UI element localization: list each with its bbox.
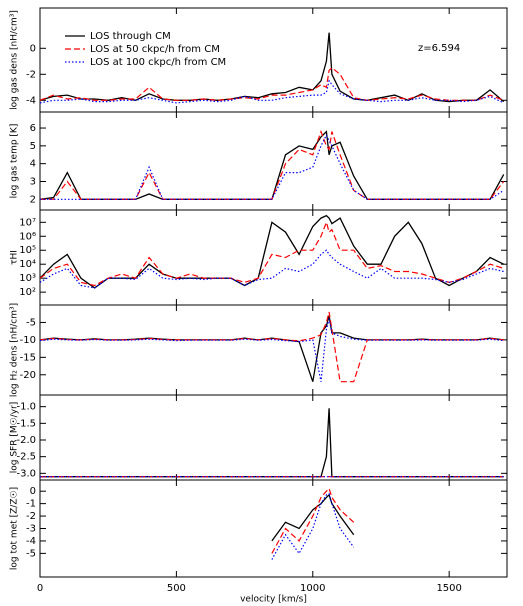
y-tick-label: 2 <box>30 194 36 205</box>
series-line <box>40 129 505 200</box>
series-line <box>40 408 504 478</box>
series-line <box>40 133 505 200</box>
y-tick-label: 0 <box>30 486 36 497</box>
y-tick-label: 5 <box>30 141 36 152</box>
series-line <box>40 67 504 101</box>
y-tick-label: 0 <box>30 43 36 54</box>
y-tick-label: 10⁶ <box>19 231 36 242</box>
y-tick-label: -2 <box>26 69 36 80</box>
y-axis-label: log gas dens [nH/cm³] <box>10 10 20 110</box>
y-tick-label: 10⁷ <box>19 217 36 228</box>
y-tick-label: 6 <box>30 123 36 134</box>
x-tick-label: 0 <box>37 583 43 594</box>
series-line <box>40 79 504 104</box>
y-tick-label: 3 <box>30 176 36 187</box>
y-axis-label: log gas temp [K] <box>10 124 20 199</box>
legend-label: LOS at 50 ckpc/h from CM <box>90 44 220 55</box>
annotation: z=6.594 <box>418 43 460 54</box>
series-line <box>40 214 504 289</box>
series-line <box>40 220 504 287</box>
legend-label: LOS through CM <box>90 31 171 42</box>
y-axis-label: log SFR [M☉/yr] <box>10 402 20 474</box>
y-tick-label: -15 <box>20 352 36 363</box>
y-tick-label: 10⁵ <box>19 245 36 256</box>
panel-frame <box>39 394 508 481</box>
legend-label: LOS at 100 ckpc/h from CM <box>90 57 226 68</box>
y-tick-label: -20 <box>20 370 36 381</box>
y-tick-label: -2.0 <box>16 435 36 446</box>
y-tick-label: -1.0 <box>16 402 36 413</box>
y-tick-label: -4 <box>26 536 36 547</box>
y-tick-label: -10 <box>20 335 36 346</box>
y-tick-label: 4 <box>30 159 36 170</box>
x-axis-label: velocity [km/s] <box>240 595 307 605</box>
series-line <box>40 249 504 289</box>
series-line <box>271 487 355 554</box>
series-line <box>40 32 505 103</box>
y-tick-label: -1 <box>26 499 36 510</box>
series-line <box>40 130 505 200</box>
x-tick-label: 1000 <box>300 583 325 594</box>
y-tick-label: -3.0 <box>16 468 36 479</box>
y-tick-label: -2 <box>26 511 36 522</box>
y-tick-label: -5 <box>26 317 36 328</box>
y-axis-label: log H₂ dens [nH/cm³] <box>10 303 20 397</box>
y-tick-label: -4 <box>26 95 36 106</box>
y-tick-label: -1.5 <box>16 418 36 429</box>
panel-frame <box>39 479 508 578</box>
y-tick-label: 10² <box>19 287 36 298</box>
x-tick-label: 1500 <box>436 583 461 594</box>
y-tick-label: -3 <box>26 524 36 535</box>
series-line <box>271 493 355 542</box>
series-line <box>40 315 504 382</box>
panel-frame <box>39 304 508 396</box>
series-line <box>40 311 504 383</box>
x-tick-label: 500 <box>167 583 186 594</box>
y-axis-label: log tot met [Z/Z☉] <box>10 487 20 570</box>
y-tick-label: -5 <box>26 548 36 559</box>
y-tick-label: 10³ <box>19 273 36 284</box>
series-line <box>271 492 355 560</box>
y-tick-label: 10⁴ <box>19 259 36 270</box>
y-tick-label: -2.5 <box>16 452 36 463</box>
y-axis-label: τHI <box>10 250 20 265</box>
series-line <box>40 318 504 382</box>
